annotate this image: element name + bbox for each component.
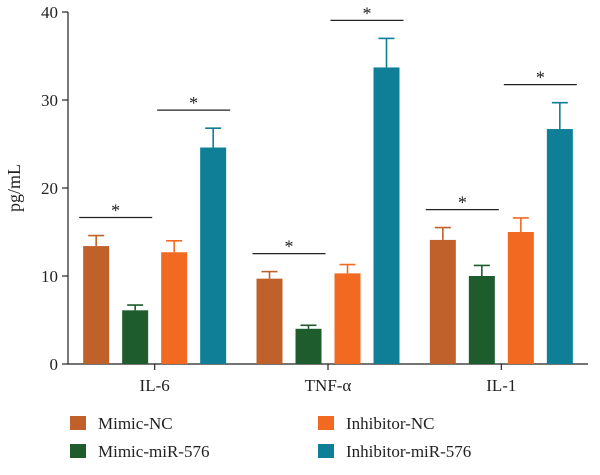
- significance-star: *: [285, 237, 294, 257]
- legend-label: Inhibitor-miR-576: [346, 442, 471, 461]
- bar: [468, 276, 495, 364]
- significance-star: *: [536, 68, 545, 88]
- bar: [161, 252, 188, 364]
- significance-star: *: [111, 201, 120, 221]
- legend-swatch: [318, 416, 334, 430]
- bar: [507, 232, 534, 364]
- y-tick-label: 0: [50, 355, 59, 374]
- y-tick-label: 40: [41, 3, 58, 22]
- legend-swatch: [70, 444, 86, 458]
- legend-label: Mimic-NC: [98, 414, 173, 433]
- x-tick-label: IL-6: [140, 376, 170, 395]
- axes: 0 10 20 30 40 IL-6 TNF-α IL-1: [41, 3, 588, 395]
- y-tick-label: 20: [41, 179, 58, 198]
- legend-swatch: [318, 444, 334, 458]
- bar: [83, 246, 110, 364]
- bar: [546, 129, 573, 364]
- bar: [295, 328, 322, 364]
- y-axis-label: pg/mL: [4, 164, 24, 212]
- y-tick-label: 10: [41, 267, 58, 286]
- legend-swatch: [70, 416, 86, 430]
- legend-label: Mimic-miR-576: [98, 442, 209, 461]
- bar: [200, 147, 227, 364]
- legend-label: Inhibitor-NC: [346, 414, 434, 433]
- y-tick-label: 30: [41, 91, 58, 110]
- legend: Mimic-NC Mimic-miR-576 Inhibitor-NC Inhibit…: [70, 414, 471, 461]
- bar: [256, 278, 283, 364]
- bar: [334, 273, 361, 364]
- significance-markers: * * * * * *: [79, 3, 577, 257]
- significance-star: *: [363, 3, 372, 23]
- x-tick-label: IL-1: [486, 376, 516, 395]
- bar: [122, 310, 149, 364]
- significance-star: *: [189, 93, 198, 113]
- bars: [83, 37, 573, 364]
- significance-star: *: [458, 193, 467, 213]
- bar: [373, 67, 400, 364]
- bar: [429, 239, 456, 364]
- x-tick-label: TNF-α: [305, 376, 352, 395]
